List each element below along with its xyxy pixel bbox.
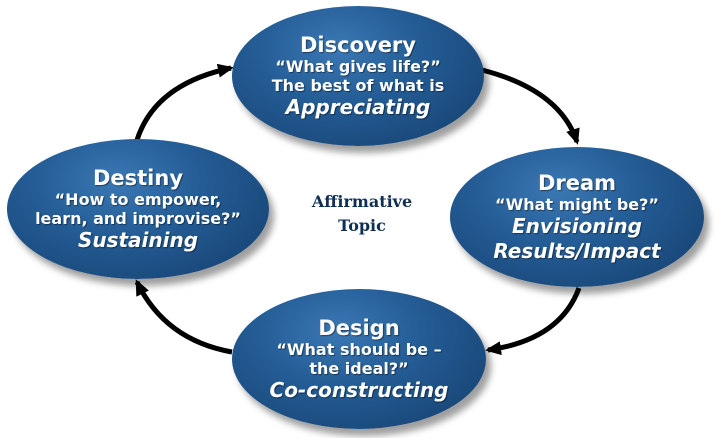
dream-question: “What might be?”	[495, 194, 659, 214]
dream-title: Dream	[537, 170, 617, 195]
center-topic-label: Affirmative Topic	[292, 190, 432, 238]
design-question-line-2: the ideal?”	[309, 358, 409, 378]
destiny-node: Destiny “How to empower, learn, and impr…	[7, 139, 269, 279]
destiny-action: Sustaining	[77, 227, 199, 252]
dream-action-line-1: Envisioning	[512, 213, 642, 238]
discovery-question: “What gives life?”	[275, 56, 441, 76]
arrow-discovery-to-dream-icon	[481, 67, 580, 145]
arrow-dream-to-design-icon	[485, 287, 582, 356]
arrow-destiny-to-discovery-icon	[134, 63, 234, 141]
design-node: Design “What should be – the ideal?” Co-…	[232, 289, 486, 429]
discovery-action: Appreciating	[285, 94, 431, 119]
discovery-description: The best of what is	[271, 75, 445, 95]
destiny-question-line-2: learn, and improvise?”	[35, 208, 241, 228]
destiny-title: Destiny	[92, 165, 184, 190]
arrow-design-to-destiny-icon	[134, 279, 233, 355]
design-title: Design	[318, 315, 400, 340]
dream-node: Dream “What might be?” Envisioning Resul…	[450, 147, 704, 287]
discovery-title: Discovery	[300, 32, 416, 57]
dream-action-line-2: Results/Impact	[493, 238, 661, 263]
discovery-node: Discovery “What gives life?” The best of…	[232, 6, 484, 146]
design-action: Co-constructing	[269, 377, 449, 402]
center-topic-line-1: Affirmative	[311, 192, 413, 211]
center-topic-line-2: Topic	[338, 216, 386, 235]
destiny-question-line-1: “How to empower,	[54, 189, 222, 209]
design-question-line-1: “What should be –	[276, 339, 442, 359]
